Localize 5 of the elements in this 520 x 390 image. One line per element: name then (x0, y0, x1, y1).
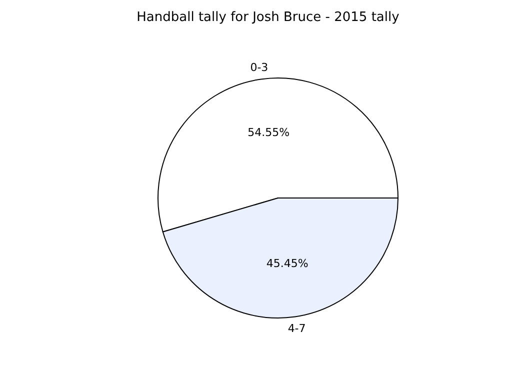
slice-label: 0-3 (250, 60, 268, 74)
data-label: 54.55% (248, 126, 290, 140)
slice-label: 4-7 (288, 322, 306, 336)
chart-title: Handball tally for Josh Bruce - 2015 tally (136, 9, 400, 27)
data-label: 45.45% (266, 256, 308, 270)
